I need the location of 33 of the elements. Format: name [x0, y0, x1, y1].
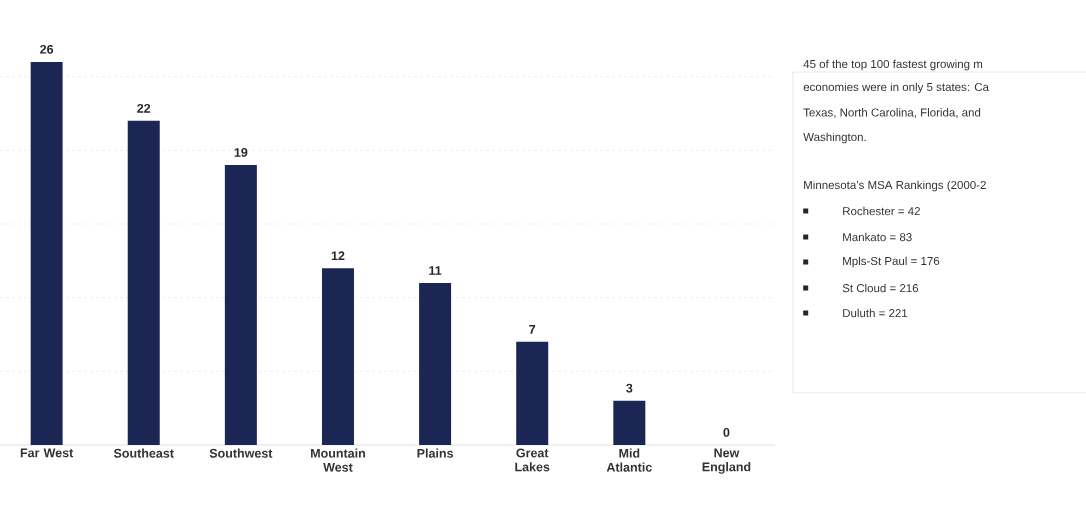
- data-label: 26: [40, 44, 54, 54]
- text: Mankato = 83: [843, 232, 912, 242]
- x-tick-label: Plains: [417, 448, 453, 458]
- text: Rochester = 42: [843, 206, 920, 216]
- x-tick-label: Mid Atlantic: [606, 448, 652, 472]
- bar: [419, 282, 452, 445]
- data-label: 22: [137, 103, 151, 113]
- text: economies were in only 5 states: Ca: [803, 82, 989, 94]
- text: St Cloud = 216: [842, 283, 919, 293]
- data-label: 12: [331, 251, 345, 260]
- bar: [516, 341, 549, 445]
- x-tick-label: Mountain West: [311, 448, 365, 472]
- text: Mpls-St Paul = 176: [843, 256, 940, 268]
- text: Duluth = 221: [843, 308, 908, 318]
- text: Minnesota’s MSA Rankings (2000-2: [804, 180, 986, 192]
- bar: [224, 165, 257, 445]
- x-tick-label: Far West: [20, 448, 74, 458]
- x-tick-label: New England: [702, 448, 751, 474]
- data-label: 7: [529, 325, 536, 334]
- data-label: 11: [429, 266, 442, 275]
- x-tick-label: Southwest: [209, 448, 273, 458]
- text: Washington.: [803, 132, 866, 144]
- bar: [127, 120, 160, 445]
- bar: [30, 61, 63, 445]
- data-label: 3: [626, 383, 633, 393]
- bar: [321, 268, 354, 445]
- text: 45 of the top 100 fastest growing m: [803, 59, 983, 71]
- text: Texas, North Carolina, Florida, and: [803, 108, 981, 118]
- x-tick-label: Southeast: [113, 448, 174, 458]
- x-tick-label: Great Lakes: [515, 448, 550, 472]
- data-label: 0: [723, 427, 730, 437]
- data-label: 19: [234, 148, 248, 157]
- bar: [613, 400, 646, 445]
